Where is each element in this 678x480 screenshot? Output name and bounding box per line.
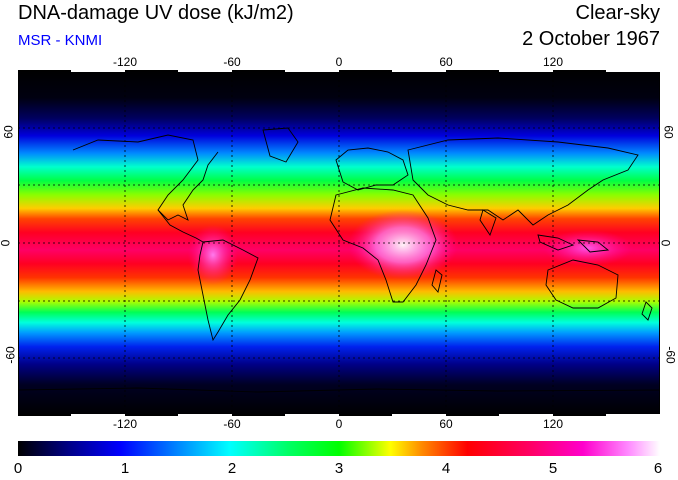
lon-bottom-tick-label: 0 (335, 417, 343, 431)
source-label: MSR - KNMI (18, 32, 103, 49)
uv-dose-map (18, 70, 660, 416)
lat-left-tick-label: 60 (1, 125, 16, 139)
lat-right-tick-label: 0 (658, 239, 673, 247)
lon-top-tick-label: 0 (335, 55, 343, 69)
colorbar-tick-label: 5 (548, 460, 558, 477)
lat-left-tick-label: -60 (3, 346, 18, 364)
colorbar-tick-label: 4 (441, 460, 451, 477)
colorbar-tick-label: 0 (13, 460, 23, 477)
lon-top-tick-label: -60 (223, 55, 241, 69)
lon-bottom-tick-label: 120 (542, 417, 564, 431)
map-border-ticks (71, 70, 660, 416)
date-label: 2 October 1967 (522, 28, 660, 50)
lon-top-tick-label: -120 (112, 55, 138, 69)
colorbar-tick-label: 6 (653, 460, 663, 477)
colorbar-tick-label: 2 (227, 460, 237, 477)
lat-right-tick-label: 60 (661, 125, 676, 139)
colorbar (18, 441, 660, 456)
africa-peak (348, 210, 458, 280)
coastlines (18, 127, 660, 393)
graticule (18, 70, 660, 416)
lat-left-tick-label: 0 (0, 240, 12, 247)
andes-peak (188, 225, 238, 285)
sky-condition-label: Clear-sky (575, 2, 660, 24)
colorbar-tick-label: 1 (120, 460, 130, 477)
lon-top-tick-label: 120 (542, 55, 564, 69)
lat-right-tick-label: -60 (663, 346, 678, 364)
lon-top-tick-label: 60 (439, 55, 453, 69)
lon-bottom-tick-label: 60 (439, 417, 453, 431)
colorbar-tick-label: 3 (334, 460, 344, 477)
map-title: DNA-damage UV dose (kJ/m2) (18, 2, 294, 24)
lon-bottom-tick-label: -60 (223, 417, 241, 431)
indonesia-peak (543, 230, 633, 266)
colorbar-fill (18, 441, 660, 456)
lon-bottom-tick-label: -120 (112, 417, 138, 431)
